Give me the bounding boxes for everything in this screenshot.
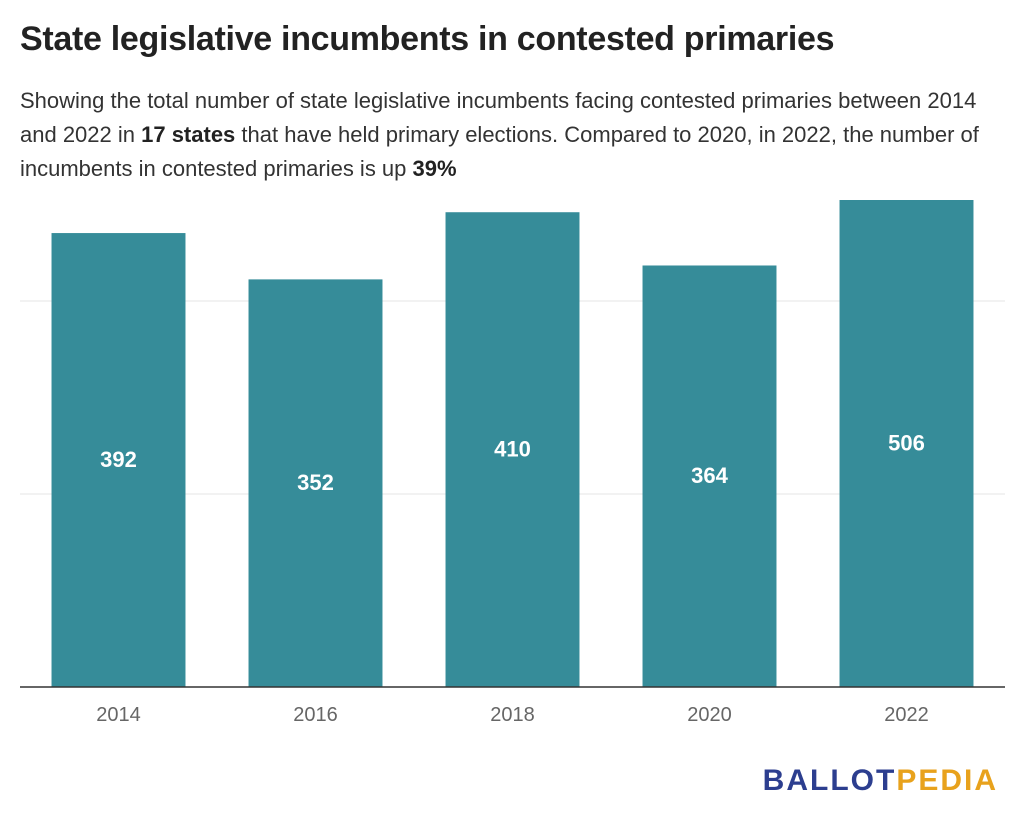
x-tick-label-2020: 2020	[687, 704, 732, 726]
bar-value-label-2020: 364	[691, 463, 728, 488]
x-tick-label-2022: 2022	[884, 704, 929, 726]
bar-value-labels: 392 352 410 364 506	[100, 431, 925, 496]
logo-part-ballot: BALLOT	[762, 764, 897, 797]
bar-value-label-2016: 352	[297, 470, 334, 495]
bar-2020	[642, 265, 777, 687]
chart-subtitle: Showing the total number of state legisl…	[20, 84, 1005, 186]
subtitle-text-2: that have held primary elections. Compar…	[20, 122, 979, 181]
bars	[51, 200, 974, 687]
subtitle-text-1: Showing the total number of state legisl…	[20, 88, 977, 147]
x-tick-label-2014: 2014	[96, 704, 141, 726]
bar-value-label-2022: 506	[888, 431, 925, 456]
bar-2014	[51, 233, 186, 687]
bar-2022	[839, 200, 974, 687]
x-tick-label-2018: 2018	[490, 704, 535, 726]
bar-2018	[445, 212, 580, 687]
subtitle-bold-percent: 39%	[412, 156, 457, 181]
bar-value-label-2014: 392	[100, 447, 137, 472]
chart-title: State legislative incumbents in conteste…	[20, 20, 835, 58]
x-axis-tick-labels: 2014 2016 2018 2020 2022	[96, 704, 929, 726]
bar-value-label-2018: 410	[494, 437, 531, 462]
logo-part-pedia: PEDIA	[896, 764, 998, 797]
subtitle-bold-states: 17 states	[141, 122, 236, 147]
ballotpedia-logo: BALLOTPEDIA	[763, 764, 998, 798]
x-tick-label-2016: 2016	[293, 704, 338, 726]
bar-2016	[248, 279, 383, 687]
